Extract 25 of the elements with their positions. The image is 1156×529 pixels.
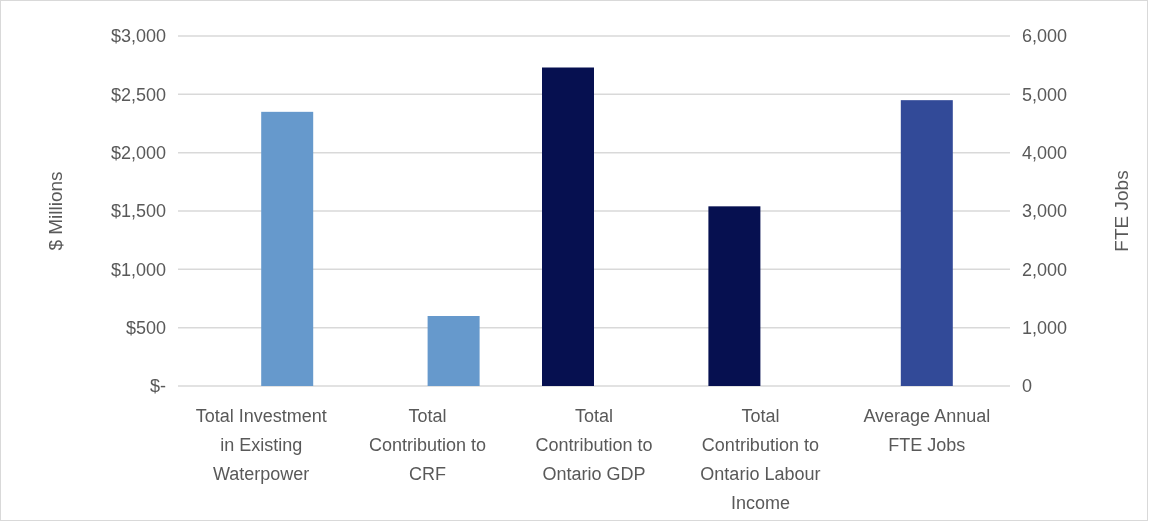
y-tick-label: $2,000: [110, 142, 166, 163]
y2-axis-title: FTE Jobs: [1111, 170, 1132, 252]
y2-tick-label: 6,000: [1022, 26, 1068, 47]
bar: [261, 111, 314, 386]
x-tick-label: Total Contribution to Ontario Labour Income: [700, 406, 821, 513]
y2-tick-label: 1,000: [1022, 317, 1068, 338]
x-tick-label: Total Contribution to Ontario GDP: [535, 406, 653, 484]
x-tick-label: Total Contribution to CRF: [369, 406, 487, 484]
y-tick-label: $500: [125, 317, 166, 338]
bar: [708, 206, 761, 386]
y-axis-title: $ Millions: [45, 171, 66, 251]
y2-tick-label: 2,000: [1022, 259, 1068, 280]
y-tick-label: $-: [149, 376, 166, 397]
y-tick-label: $2,500: [110, 84, 166, 105]
y2-tick-label: 0: [1022, 376, 1033, 397]
x-tick-label: Average Annual FTE Jobs: [863, 406, 991, 455]
y-tick-label: $3,000: [110, 26, 166, 47]
y2-tick-label: 5,000: [1022, 84, 1068, 105]
x-tick-label: Total Investment in Existing Waterpower: [195, 406, 327, 484]
y2-tick-label: 4,000: [1022, 142, 1068, 163]
y2-tick-label: 3,000: [1022, 201, 1068, 222]
bar: [542, 67, 594, 386]
y-tick-label: $1,500: [110, 201, 166, 222]
y-tick-label: $1,000: [110, 259, 166, 280]
bar: [427, 316, 480, 386]
